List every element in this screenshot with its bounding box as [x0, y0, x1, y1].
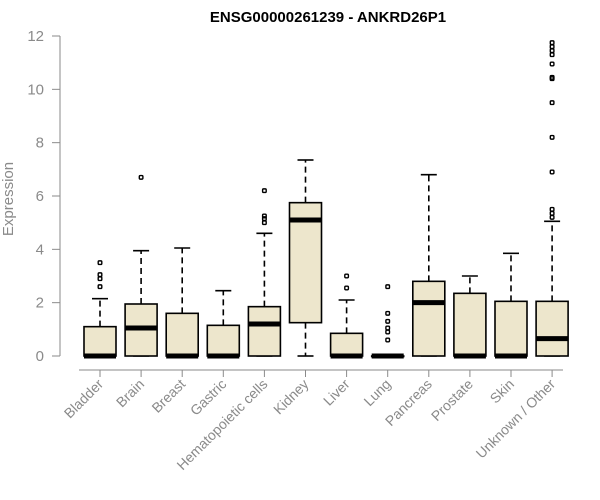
box [535, 300, 569, 357]
box [206, 324, 241, 357]
outlier-point [97, 260, 103, 266]
outlier-point [549, 74, 555, 80]
x-tick-label: Prostate [428, 376, 476, 424]
box-group [411, 173, 446, 357]
x-tick-label: Kidney [270, 376, 312, 418]
x-tick-label: Brain [113, 376, 147, 410]
outlier-point [261, 188, 267, 194]
x-tick-label: Lung [360, 376, 393, 409]
outlier-point [344, 285, 350, 291]
outlier-point [344, 273, 350, 279]
y-axis-label: Expression [0, 162, 17, 236]
y-axis-ticks: 0 2 4 6 8 10 12 [27, 28, 60, 365]
outlier-point [385, 337, 391, 343]
boxplot-series [83, 40, 569, 359]
box-group [83, 260, 117, 359]
box-group [247, 188, 282, 357]
outlier-point [97, 276, 103, 282]
box [411, 280, 446, 357]
outlier-point [385, 310, 391, 316]
outlier-point [97, 272, 103, 278]
outlier-point [549, 48, 555, 54]
box [247, 305, 282, 357]
box [165, 312, 199, 357]
box-group [288, 159, 323, 357]
outlier-point [549, 134, 555, 140]
outlier-point [385, 318, 391, 324]
box-group [494, 252, 528, 359]
box [494, 300, 528, 357]
box-group [370, 284, 405, 359]
outlier-point [549, 214, 555, 220]
box-group [329, 273, 364, 359]
y-tick-label: 6 [36, 188, 44, 205]
x-tick-label: Breast [148, 376, 188, 416]
outlier-point [385, 325, 391, 331]
outlier-point [549, 40, 555, 46]
outlier-point [261, 213, 267, 219]
y-tick-label: 2 [36, 295, 44, 312]
box-group [124, 174, 158, 357]
box [329, 332, 364, 357]
box-group [453, 275, 487, 359]
y-tick-label: 4 [36, 241, 44, 258]
x-tick-label: Skin [487, 376, 518, 407]
outlier-point [549, 206, 555, 212]
outlier-point [549, 44, 555, 50]
outlier-point [261, 220, 267, 226]
box [288, 201, 323, 324]
chart-title: ENSG00000261239 - ANKRD26P1 [210, 9, 446, 26]
outlier-point [549, 100, 555, 106]
box [453, 292, 487, 357]
box-group [206, 289, 241, 359]
y-tick-label: 10 [27, 81, 44, 98]
box [83, 325, 117, 357]
y-tick-label: 12 [27, 28, 44, 45]
x-tick-label: Bladder [61, 376, 107, 422]
outlier-point [385, 284, 391, 290]
box-group [535, 40, 569, 357]
outlier-point [549, 61, 555, 67]
outlier-point [549, 210, 555, 216]
outlier-point [549, 169, 555, 175]
outlier-point [385, 329, 391, 335]
outlier-point [138, 174, 144, 180]
outlier-point [261, 216, 267, 222]
outlier-point [97, 284, 103, 290]
box-group [165, 247, 199, 359]
y-tick-label: 0 [36, 348, 44, 365]
x-tick-label: Liver [320, 376, 353, 409]
outlier-point [549, 52, 555, 58]
y-tick-label: 8 [36, 135, 44, 152]
